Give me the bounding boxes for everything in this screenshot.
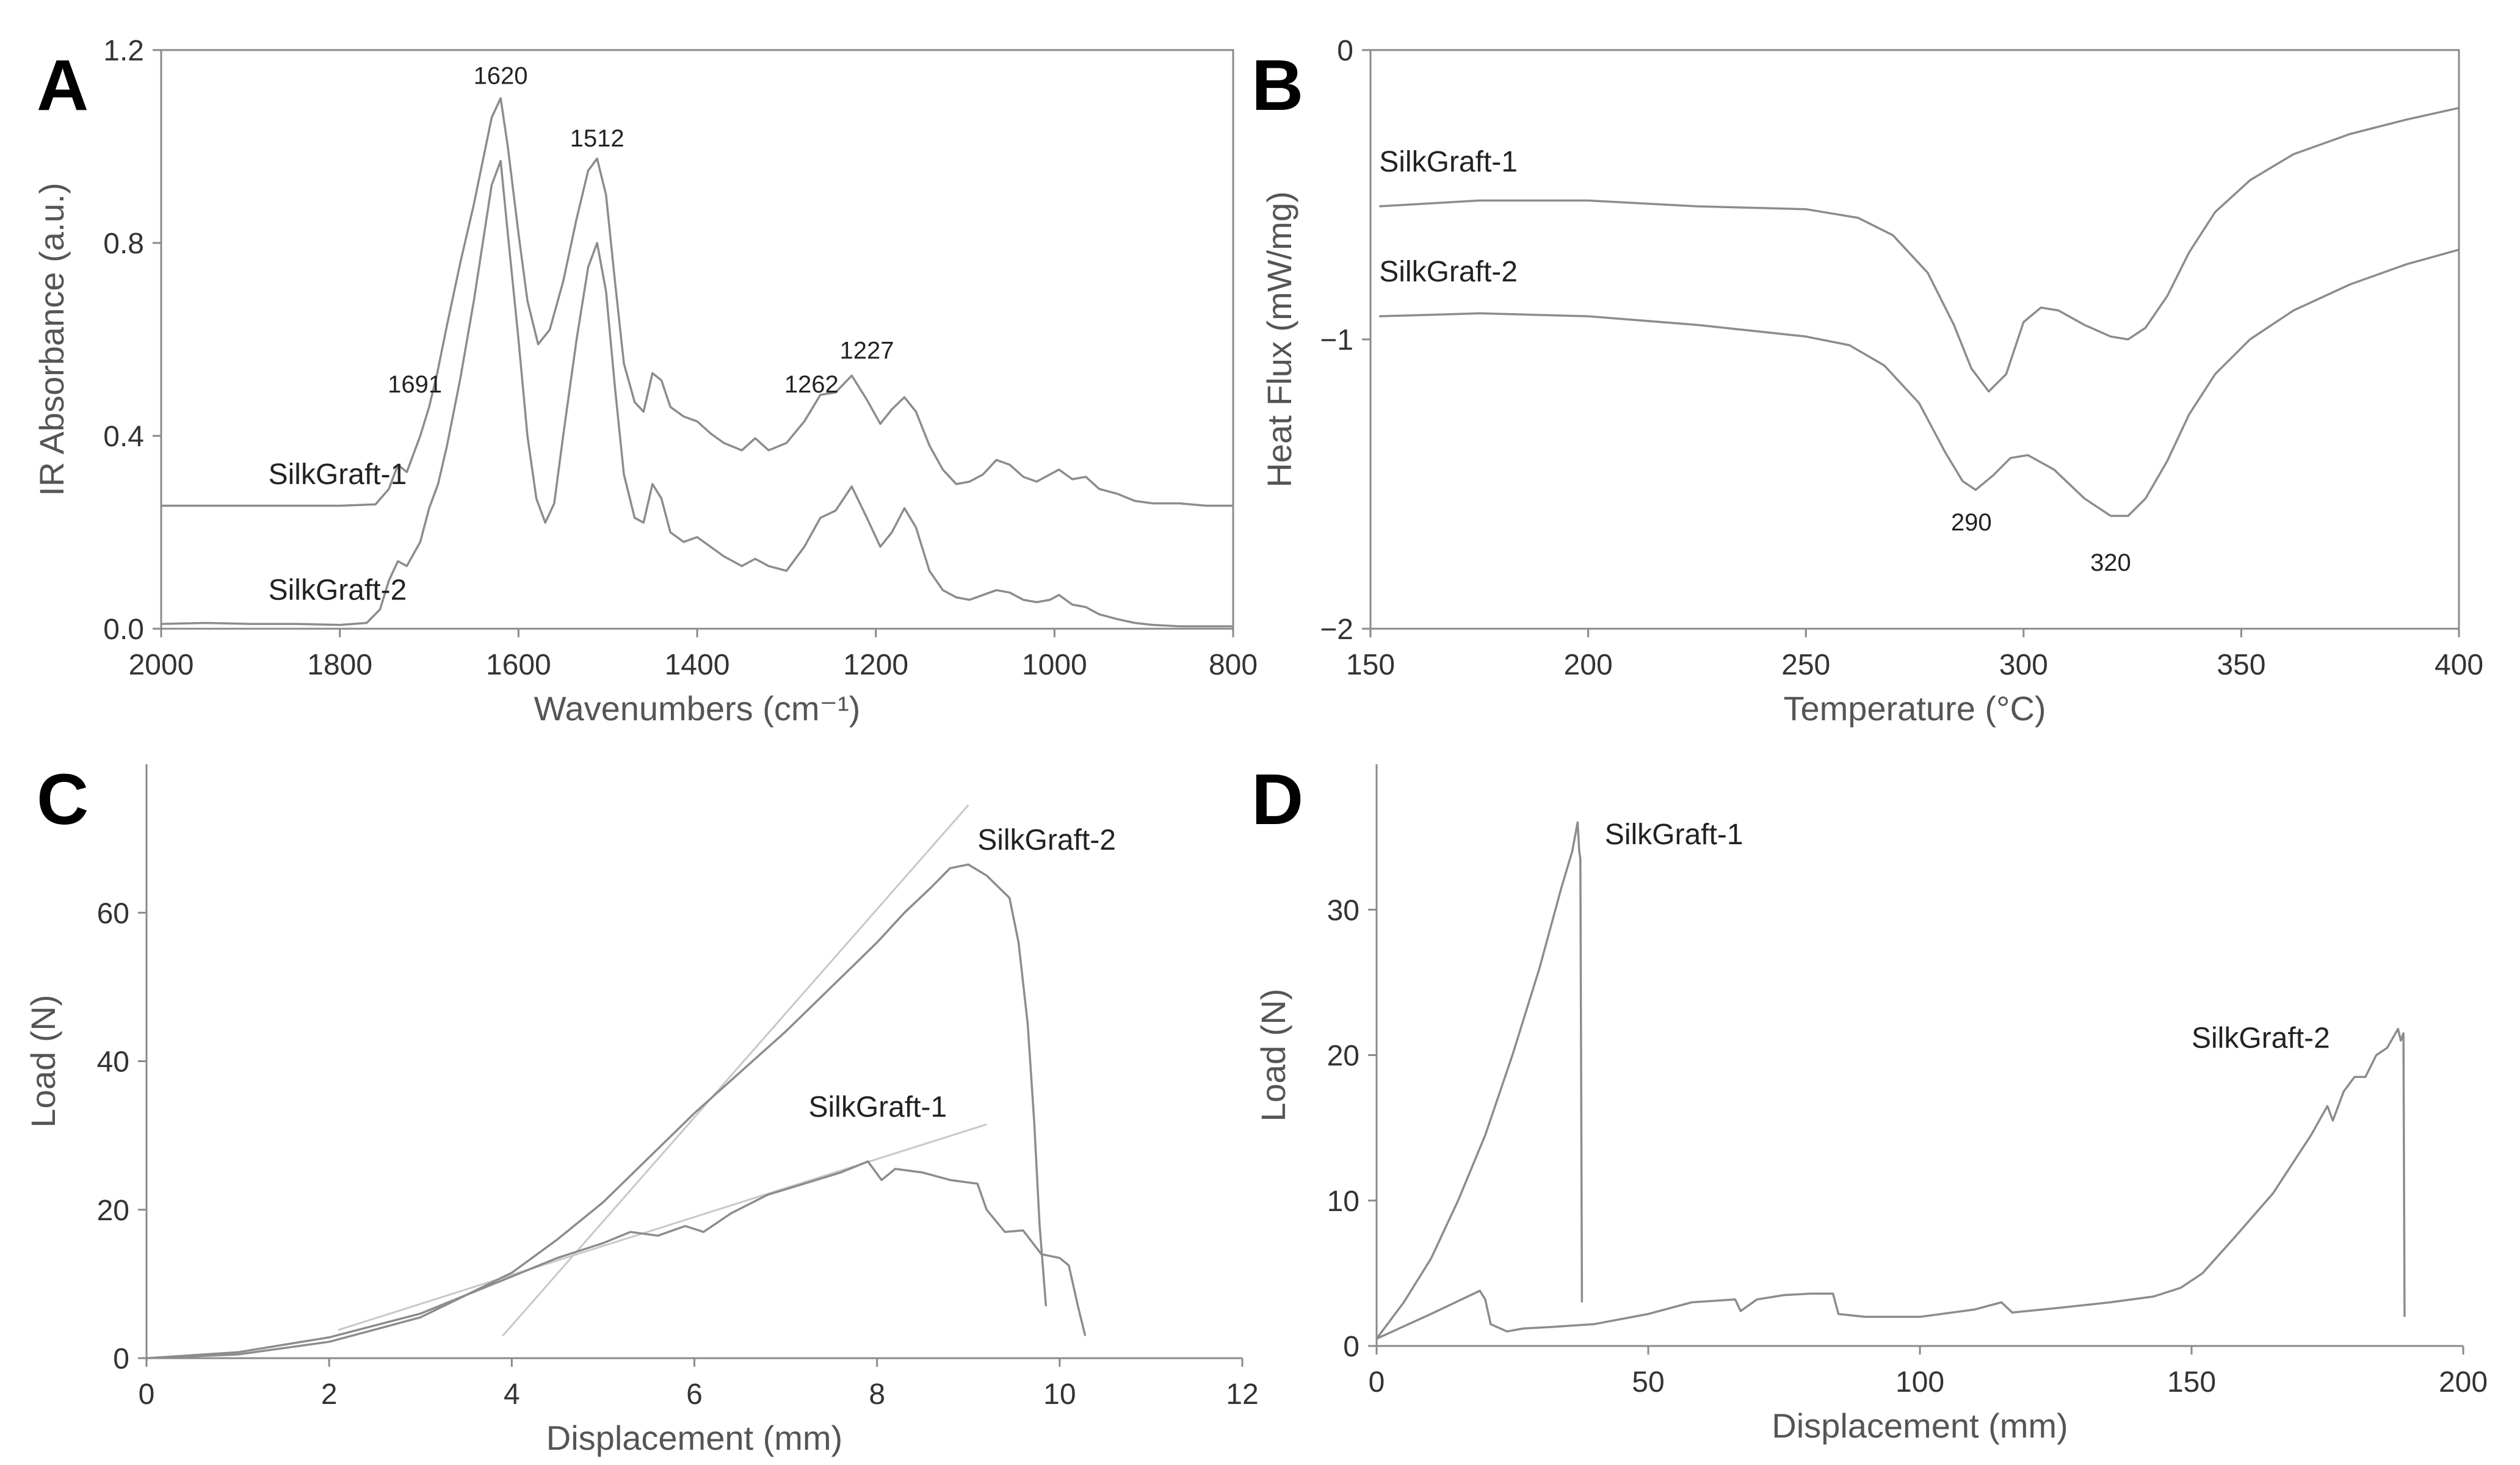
panel-b-series-label-silkgraft-1: SilkGraft-1 xyxy=(1379,146,1518,178)
panel-c-series-label-silkgraft-2: SilkGraft-2 xyxy=(977,824,1116,856)
panel-b-y-axis-label: Heat Flux (mW/mg) xyxy=(1260,191,1298,487)
panel-d-y-tick-label: 20 xyxy=(1327,1040,1360,1073)
panel-b-series-label-silkgraft-2: SilkGraft-2 xyxy=(1379,256,1518,288)
panel-a-x-tick-label: 1600 xyxy=(486,649,551,681)
panel-b-x-axis-label: Temperature (°C) xyxy=(1783,689,2046,728)
panel-a-y-tick-label: 0.8 xyxy=(103,228,144,260)
panel-d-series-label-silkgraft-2: SilkGraft-2 xyxy=(2192,1022,2330,1055)
panel-b-x-tick-label: 150 xyxy=(1346,649,1395,681)
panel-c-x-tick-label: 4 xyxy=(504,1378,520,1411)
panel-b-annotation-290: 290 xyxy=(1951,509,1992,536)
panel-d-y-tick-label: 0 xyxy=(1343,1331,1360,1363)
panel-a-annotation-1512: 1512 xyxy=(570,125,625,152)
panel-c-x-tick-label: 2 xyxy=(321,1378,338,1411)
panel-a-letter: A xyxy=(37,45,89,126)
panel-c-x-tick-label: 6 xyxy=(686,1378,703,1411)
panel-d-x-tick-label: 200 xyxy=(2439,1366,2488,1398)
panel-a-x-tick-label: 1000 xyxy=(1022,649,1087,681)
panel-a-series-label-silkgraft-1: SilkGraft-1 xyxy=(269,458,407,491)
panel-c-x-tick-label: 12 xyxy=(1226,1378,1258,1411)
panel-b-y-tick-label: −2 xyxy=(1320,613,1353,646)
panel-b-y-tick-label: 0 xyxy=(1337,35,1353,67)
panel-a-x-tick-label: 800 xyxy=(1209,649,1258,681)
panel-b-x-tick-label: 300 xyxy=(1999,649,2048,681)
panel-d-x-axis-label: Displacement (mm) xyxy=(1772,1406,2068,1445)
panel-d-letter: D xyxy=(1251,759,1303,840)
panel-c-y-axis-label: Load (N) xyxy=(24,995,62,1128)
panel-d-x-tick-label: 50 xyxy=(1632,1366,1664,1398)
panel-b-x-tick-label: 250 xyxy=(1781,649,1830,681)
panel-d-x-tick-label: 100 xyxy=(1895,1366,1944,1398)
panel-a-annotation-1620: 1620 xyxy=(474,62,528,89)
panel-a-annotation-1691: 1691 xyxy=(388,371,442,398)
panel-d-series-label-silkgraft-1: SilkGraft-1 xyxy=(1605,819,1743,851)
panel-a-y-tick-label: 0.4 xyxy=(103,421,144,453)
panel-c-x-tick-label: 8 xyxy=(869,1378,885,1411)
panel-a-x-tick-label: 1800 xyxy=(307,649,372,681)
figure-canvas: A2000 1800 1600 1400 1200 1000 8000.00.40.81.2… xyxy=(0,0,2520,1465)
panel-a-y-tick-label: 1.2 xyxy=(103,35,144,67)
panel-c-y-tick-label: 20 xyxy=(97,1195,129,1227)
panel-d-x-tick-label: 0 xyxy=(1369,1366,1385,1398)
panel-b-x-tick-label: 200 xyxy=(1564,649,1613,681)
panel-a-series-label-silkgraft-2: SilkGraft-2 xyxy=(269,574,407,607)
panel-d-y-tick-label: 30 xyxy=(1327,894,1360,927)
panel-a-annotation-1262: 1262 xyxy=(784,371,839,398)
panel-a-x-tick-label: 1400 xyxy=(665,649,730,681)
panel-c-x-axis-label: Displacement (mm) xyxy=(546,1419,842,1457)
panel-b-x-tick-label: 400 xyxy=(2435,649,2483,681)
panel-c-x-tick-label: 10 xyxy=(1043,1378,1076,1411)
panel-c-y-tick-label: 40 xyxy=(97,1046,129,1079)
panel-a-x-tick-label: 1200 xyxy=(843,649,908,681)
panel-b-x-tick-label: 350 xyxy=(2217,649,2265,681)
panel-c-x-tick-label: 0 xyxy=(139,1378,155,1411)
panel-c-series-label-silkgraft-1: SilkGraft-1 xyxy=(808,1091,947,1124)
panel-a-annotation-1227: 1227 xyxy=(840,338,894,364)
panel-c-letter: C xyxy=(37,759,89,840)
panel-c-y-tick-label: 0 xyxy=(113,1343,129,1375)
panel-a-y-axis-label: IR Absorbance (a.u.) xyxy=(32,183,71,496)
panel-a-y-tick-label: 0.0 xyxy=(103,613,144,646)
panel-c-y-tick-label: 60 xyxy=(97,897,129,930)
panel-d-x-tick-label: 150 xyxy=(2167,1366,2216,1398)
panel-d-y-tick-label: 10 xyxy=(1327,1185,1360,1218)
panel-b-y-tick-label: −1 xyxy=(1320,324,1353,356)
panel-a-x-axis-label: Wavenumbers (cm⁻¹) xyxy=(534,689,861,728)
panel-a-x-tick-label: 2000 xyxy=(129,649,194,681)
panel-b-annotation-320: 320 xyxy=(2090,549,2131,576)
panel-b-letter: B xyxy=(1251,45,1303,126)
panel-d-y-axis-label: Load (N) xyxy=(1254,989,1292,1122)
